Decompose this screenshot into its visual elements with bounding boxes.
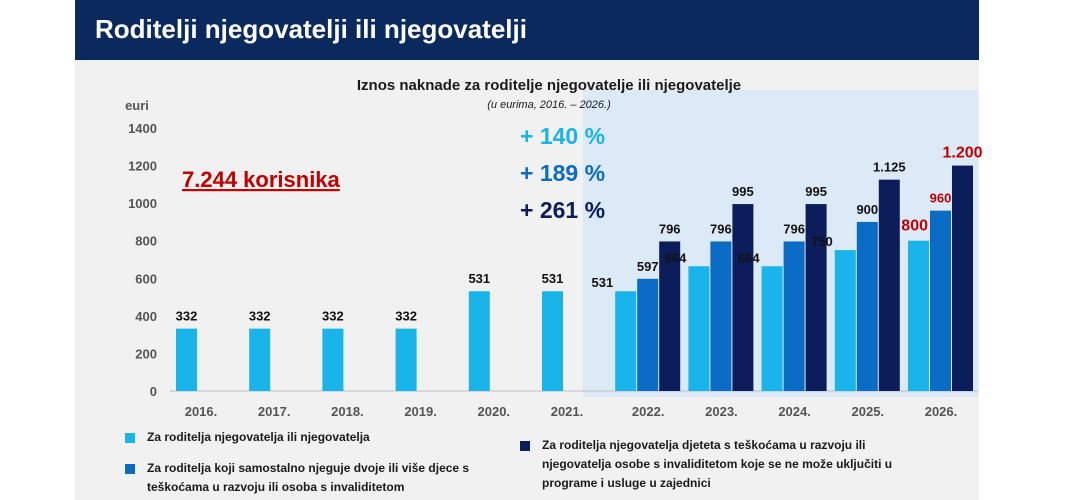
bar-value-label: 597	[637, 259, 659, 274]
bar-value-label: 995	[732, 184, 754, 199]
bar	[710, 241, 732, 391]
growth-annotation: + 189 %	[520, 160, 605, 186]
bar-value-label: 960	[930, 191, 952, 206]
bar	[761, 266, 783, 391]
x-tick-label: 2024.	[778, 404, 811, 419]
users-count-annotation: 7.244 korisnika	[182, 167, 341, 192]
y-tick-label: 200	[135, 346, 157, 361]
bar-value-label: 531	[591, 275, 613, 290]
bar-value-label: 332	[395, 309, 417, 324]
bar-labels: 332 332 332 332 531 531 531 597 796 664 796 995 664 7…	[176, 145, 983, 324]
y-tick-label: 1200	[128, 159, 157, 174]
x-tick-label: 2021.	[551, 404, 584, 419]
bar	[615, 291, 637, 391]
bar-value-label: 531	[542, 271, 564, 286]
x-axis: 2016. 2017. 2018. 2019. 2020. 2021. 2022. 2023.…	[185, 404, 958, 419]
header-bar: Roditelji njegovatelji ili njegovatelji	[75, 0, 979, 60]
bar	[908, 240, 929, 391]
bar-value-label: 796	[710, 221, 732, 236]
bar	[878, 179, 900, 391]
bar	[856, 221, 878, 391]
bar-value-label: 796	[783, 221, 805, 236]
x-tick-label: 2018.	[331, 404, 364, 419]
x-tick-label: 2016.	[185, 404, 218, 419]
legend-swatch-1	[125, 433, 135, 443]
legend-text-1: Za roditelja njegovatelja ili njegovatel…	[147, 430, 370, 444]
bar-value-label: 796	[659, 221, 681, 236]
bar	[542, 291, 563, 391]
bars	[176, 165, 973, 391]
growth-annotation: + 140 %	[520, 123, 605, 149]
x-tick-label: 2025.	[852, 404, 885, 419]
bar-value-label: 995	[805, 184, 827, 199]
bar-value-label: 750	[811, 234, 833, 249]
legend-item-1: Za roditelja njegovatelja ili njegovatel…	[125, 428, 495, 447]
bar	[249, 328, 271, 391]
y-axis-label: euri	[125, 98, 149, 113]
x-tick-label: 2023.	[705, 404, 738, 419]
bar-value-label: 332	[322, 309, 344, 324]
bar-value-label: 800	[901, 218, 928, 235]
bar	[395, 328, 417, 391]
legend-swatch-2	[520, 441, 530, 451]
bar	[468, 291, 490, 391]
x-tick-label: 2019.	[404, 404, 437, 419]
bar	[834, 250, 856, 391]
growth-annotation: + 261 %	[520, 197, 605, 223]
bar-value-label: 332	[176, 309, 198, 324]
legend-item-3: Za roditelja koji samostalno njeguje dvo…	[125, 459, 495, 497]
bar	[322, 328, 344, 391]
bar-value-label: 1.125	[873, 160, 906, 175]
page-title: Roditelji njegovatelji ili njegovatelji	[95, 14, 527, 44]
y-tick-label: 1000	[128, 196, 157, 211]
y-tick-label: 1400	[128, 121, 157, 136]
x-tick-label: 2022.	[632, 404, 665, 419]
bar-value-label: 332	[249, 309, 271, 324]
bar	[688, 266, 710, 391]
y-tick-label: 600	[135, 271, 157, 286]
legend-text-3: Za roditelja koji samostalno njeguje dvo…	[147, 461, 470, 494]
x-tick-label: 2026.	[925, 404, 958, 419]
bar	[930, 210, 951, 391]
y-tick-label: 0	[150, 384, 157, 399]
y-axis: 0 200 400 600 800 1000 1200 1400	[128, 121, 157, 399]
bar	[659, 241, 681, 391]
bar	[176, 328, 197, 391]
bar	[783, 241, 805, 391]
chart-title: Iznos naknade za roditelje njegovatelje …	[357, 77, 741, 94]
legend-item-2: Za roditelja njegovatelja djeteta s tešk…	[520, 436, 920, 493]
bar-value-label: 531	[468, 271, 490, 286]
bar-value-label: 664	[738, 250, 760, 265]
legend-text-2: Za roditelja njegovatelja djeteta s tešk…	[542, 438, 893, 490]
legend-swatch-3	[125, 464, 135, 474]
bar	[952, 165, 973, 391]
bar	[637, 278, 659, 391]
bar	[805, 204, 827, 391]
bar-value-label: 900	[856, 202, 878, 217]
bar-value-label: 1.200	[942, 145, 982, 162]
bar	[732, 204, 754, 391]
x-tick-label: 2017.	[258, 404, 291, 419]
x-tick-label: 2020.	[478, 404, 511, 419]
y-tick-label: 800	[135, 234, 157, 249]
chart-subtitle: (u eurima, 2016. – 2026.)	[487, 99, 611, 111]
growth-annotations: + 140 % + 189 % + 261 %	[520, 123, 605, 223]
y-tick-label: 400	[135, 309, 157, 324]
bar-value-label: 664	[665, 250, 687, 265]
